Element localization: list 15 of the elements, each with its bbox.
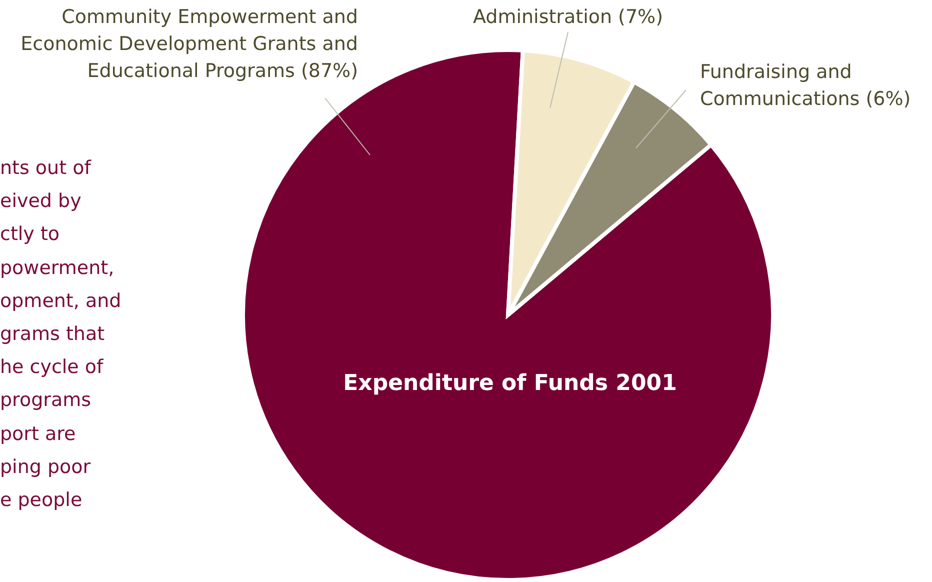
text: powerment,	[0, 256, 116, 281]
text: Expenditure of Funds 2001	[343, 371, 677, 396]
text: ping poor	[0, 454, 92, 480]
text: e people	[0, 488, 84, 514]
slice-label: Administration (7%)	[472, 6, 664, 28]
text: nts out of	[0, 156, 92, 181]
text: port are	[0, 422, 77, 447]
text: ctly to	[0, 222, 61, 248]
text: eived by	[0, 189, 82, 214]
text: grams that	[0, 322, 106, 348]
text: programs	[0, 388, 92, 414]
slice-label: Fundraising and Communications (6%)	[700, 61, 911, 110]
text: he cycle of	[0, 355, 104, 380]
text: opment, and	[0, 288, 122, 314]
slice-label: Community Empowerment and Economic Development Grants and Educational Programs (87%)	[20, 6, 358, 82]
